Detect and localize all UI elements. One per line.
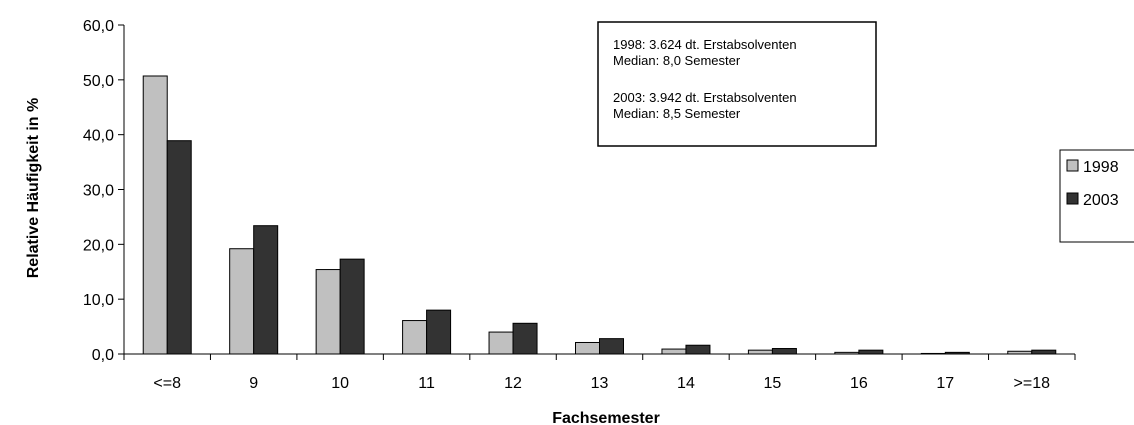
x-axis-title: Fachsemester (552, 410, 660, 425)
x-tick-label: 15 (764, 375, 782, 392)
y-tick-label: 40,0 (83, 128, 114, 145)
x-tick-label: 12 (504, 375, 522, 392)
bar-2003-15 (771, 348, 797, 355)
legend-swatch-2003 (1066, 192, 1079, 205)
y-tick-label: 50,0 (83, 73, 114, 90)
y-tick-label: 0,0 (92, 347, 114, 364)
bar-2003-13 (599, 338, 624, 355)
annotation-box: 1998: 3.624 dt. Erstabsolventen Median: … (597, 21, 877, 147)
bar-2003-9 (253, 225, 279, 355)
x-axis-ticks: <=8 9 10 11 12 13 14 15 16 17 >=18 (123, 354, 1076, 392)
bar-1998-10 (315, 269, 341, 355)
bar-1998-11 (402, 320, 428, 355)
x-tick-label: <=8 (153, 375, 181, 392)
x-tick-label: 11 (418, 375, 435, 392)
annotation-line-1998-median: Median: 8,0 Semester (613, 53, 741, 68)
annotation-line-2003-count: 2003: 3.942 dt. Erstabsolventen (613, 90, 797, 105)
bar-2003-12 (512, 322, 538, 355)
bar-2003-<=8 (166, 140, 192, 355)
y-tick-label: 30,0 (83, 183, 114, 200)
legend-label-2003: 2003 (1083, 192, 1119, 209)
legend: 1998 2003 (1059, 149, 1134, 243)
y-tick-label: 60,0 (83, 18, 114, 35)
legend-swatch-1998 (1066, 159, 1079, 172)
bar-2003-14 (685, 344, 711, 355)
annotation-line-2003-median: Median: 8,5 Semester (613, 106, 741, 121)
y-axis-title: Relative Häufigkeit in % (25, 98, 42, 279)
bar-1998-<=8 (142, 75, 168, 355)
x-tick-label: >=18 (1014, 375, 1051, 392)
bar-1998-15 (747, 349, 773, 355)
x-tick-label: 9 (249, 375, 258, 392)
x-tick-label: 17 (936, 375, 954, 392)
x-tick-label: 14 (677, 375, 695, 392)
bar-2003->=18 (1031, 349, 1057, 355)
bar-1998-13 (575, 341, 600, 355)
bar-1998-12 (488, 331, 514, 355)
bar-2003-10 (339, 258, 365, 355)
x-tick-label: 13 (591, 375, 609, 392)
bar-1998-14 (661, 348, 687, 355)
x-tick-label: 16 (850, 375, 868, 392)
bar-2003-11 (426, 309, 452, 355)
bar-2003-16 (858, 349, 884, 355)
legend-label-1998: 1998 (1083, 159, 1119, 176)
annotation-line-1998-count: 1998: 3.624 dt. Erstabsolventen (613, 37, 797, 52)
y-tick-label: 20,0 (83, 237, 114, 254)
y-axis-ticks: 0,0 10,0 20,0 30,0 40,0 50,0 60,0 (83, 18, 124, 364)
y-tick-label: 10,0 (83, 292, 114, 309)
x-tick-label: 10 (331, 375, 349, 392)
bar-1998-9 (229, 248, 255, 355)
bars (142, 75, 1057, 355)
